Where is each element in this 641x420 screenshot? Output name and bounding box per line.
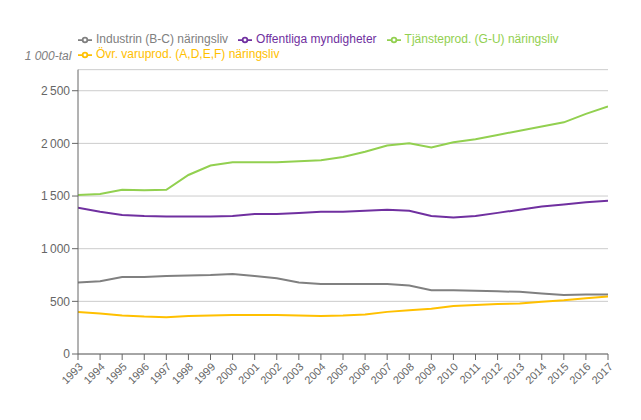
svg-text:2 500: 2 500 — [41, 84, 70, 98]
svg-text:2015: 2015 — [545, 360, 571, 386]
svg-text:2 000: 2 000 — [41, 137, 70, 151]
svg-text:1999: 1999 — [192, 360, 218, 386]
svg-text:2003: 2003 — [280, 360, 306, 386]
svg-text:1 000-tal: 1 000-tal — [25, 49, 72, 63]
svg-text:2009: 2009 — [412, 360, 438, 386]
html-text:Offentliga myndigheter: Offentliga myndigheter — [256, 32, 377, 46]
html-text:Tjänsteprod. (G-U) näringsliv: Tjänsteprod. (G-U) näringsliv — [404, 32, 559, 46]
svg-text:1997: 1997 — [147, 360, 173, 386]
svg-text:1998: 1998 — [170, 360, 196, 386]
svg-text:2010: 2010 — [435, 360, 461, 386]
svg-text:2008: 2008 — [390, 360, 416, 386]
svg-text:2007: 2007 — [368, 360, 394, 386]
svg-text:1 000: 1 000 — [41, 242, 70, 256]
svg-text:1993: 1993 — [59, 360, 85, 386]
svg-text:2001: 2001 — [236, 360, 262, 386]
svg-text:2004: 2004 — [302, 360, 328, 386]
svg-text:2002: 2002 — [258, 360, 284, 386]
svg-text:2014: 2014 — [523, 360, 549, 386]
svg-text:1996: 1996 — [125, 360, 151, 386]
svg-text:2011: 2011 — [457, 360, 482, 385]
svg-text:2017: 2017 — [589, 360, 615, 386]
svg-text:2000: 2000 — [214, 360, 240, 386]
html-text:Övr. varuprod. (A,D,E,F) närin: Övr. varuprod. (A,D,E,F) näringsliv — [96, 46, 280, 61]
svg-text:1994: 1994 — [81, 360, 107, 386]
svg-text:0: 0 — [63, 347, 70, 361]
svg-text:2012: 2012 — [479, 360, 505, 386]
svg-text:500: 500 — [50, 295, 70, 309]
html-text:Industrin (B-C) näringsliv: Industrin (B-C) näringsliv — [96, 32, 228, 46]
svg-text:2013: 2013 — [501, 360, 527, 386]
svg-text:2006: 2006 — [346, 360, 372, 386]
svg-text:2005: 2005 — [324, 360, 350, 386]
svg-text:2016: 2016 — [567, 360, 593, 386]
svg-text:1 500: 1 500 — [41, 189, 70, 203]
svg-text:1995: 1995 — [103, 360, 129, 386]
